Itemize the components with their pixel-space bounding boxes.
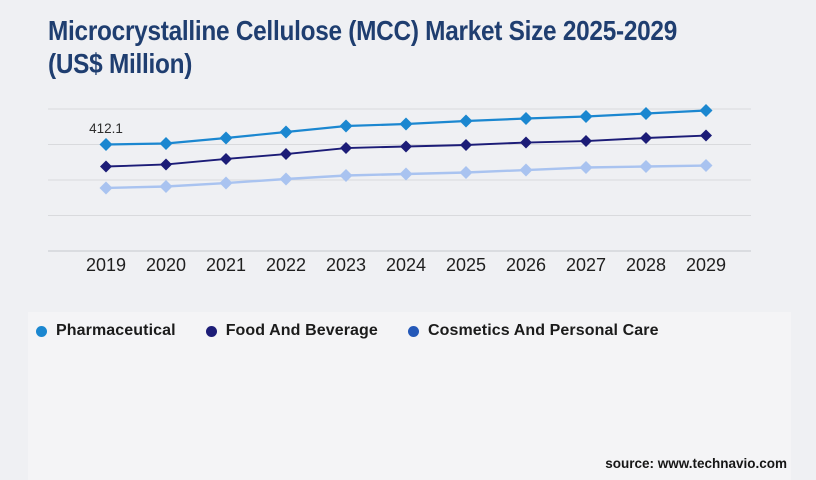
x-tick-label: 2020 [146, 255, 186, 275]
x-tick-label: 2029 [686, 255, 726, 275]
legend-dot-icon [36, 325, 47, 337]
content-panel [28, 312, 791, 480]
data-point-cosmetics-and-personal-care-2025[interactable] [459, 166, 473, 180]
data-point-food-and-beverage-2022[interactable] [280, 148, 292, 161]
data-point-cosmetics-and-personal-care-2019[interactable] [99, 181, 113, 195]
data-point-cosmetics-and-personal-care-2021[interactable] [219, 176, 233, 190]
x-tick-label: 2025 [446, 255, 486, 275]
data-point-food-and-beverage-2020[interactable] [160, 158, 172, 171]
data-point-pharmaceutical-2025[interactable] [459, 114, 473, 128]
data-point-pharmaceutical-2029[interactable] [699, 103, 713, 117]
legend-item-pharmaceutical[interactable]: Pharmaceutical [36, 322, 176, 340]
x-tick-label: 2028 [626, 255, 666, 275]
source-attribution: source: www.technavio.com [605, 456, 787, 471]
data-point-food-and-beverage-2019[interactable] [100, 160, 112, 173]
data-point-pharmaceutical-2026[interactable] [519, 112, 533, 126]
legend-dot-icon [205, 325, 217, 337]
chart-title-line: Microcrystalline Cellulose (MCC) Market … [48, 15, 677, 46]
data-point-cosmetics-and-personal-care-2026[interactable] [519, 163, 533, 177]
x-tick-label: 2019 [86, 255, 126, 275]
data-point-cosmetics-and-personal-care-2027[interactable] [579, 161, 593, 175]
data-point-cosmetics-and-personal-care-2022[interactable] [279, 172, 293, 186]
data-point-food-and-beverage-2023[interactable] [340, 142, 352, 155]
chart-legend: Pharmaceutical Food And Beverage Cosmetics… [36, 322, 659, 340]
legend-item-cosmetics-and-personal-care[interactable]: Cosmetics And Personal Care [407, 322, 659, 340]
legend-label: Cosmetics And Personal Care [427, 322, 659, 339]
data-point-pharmaceutical-2022[interactable] [279, 125, 293, 139]
data-point-pharmaceutical-2023[interactable] [339, 119, 353, 133]
data-point-food-and-beverage-2025[interactable] [460, 138, 472, 151]
data-point-cosmetics-and-personal-care-2024[interactable] [399, 167, 413, 181]
data-point-cosmetics-and-personal-care-2028[interactable] [639, 160, 653, 174]
chart-title: Microcrystalline Cellulose (MCC) Market … [48, 14, 761, 80]
data-point-food-and-beverage-2027[interactable] [580, 135, 592, 148]
data-point-food-and-beverage-2028[interactable] [640, 132, 652, 145]
data-point-pharmaceutical-2019[interactable] [99, 138, 113, 151]
legend-label: Food And Beverage [225, 322, 378, 339]
data-point-cosmetics-and-personal-care-2023[interactable] [339, 168, 353, 182]
data-point-pharmaceutical-2024[interactable] [399, 117, 413, 131]
legend-dot-icon [407, 325, 419, 337]
x-tick-label: 2024 [386, 255, 426, 275]
x-tick-label: 2022 [266, 255, 306, 275]
data-point-pharmaceutical-2027[interactable] [579, 109, 593, 123]
legend-item-food-and-beverage[interactable]: Food And Beverage [205, 322, 378, 340]
data-point-pharmaceutical-2021[interactable] [219, 131, 233, 145]
legend-label: Pharmaceutical [56, 322, 176, 339]
data-point-food-and-beverage-2021[interactable] [220, 152, 232, 165]
data-point-food-and-beverage-2026[interactable] [520, 136, 532, 149]
data-point-food-and-beverage-2024[interactable] [400, 140, 412, 153]
x-tick-label: 2023 [326, 255, 366, 275]
chart-title-line: (US$ Million) [48, 48, 193, 79]
data-point-food-and-beverage-2029[interactable] [700, 129, 712, 142]
x-tick-label: 2021 [206, 255, 246, 275]
data-point-pharmaceutical-2020[interactable] [159, 137, 173, 151]
first-point-data-label: 412.1 [89, 121, 123, 136]
data-point-cosmetics-and-personal-care-2020[interactable] [159, 179, 173, 193]
data-point-cosmetics-and-personal-care-2029[interactable] [699, 159, 713, 173]
x-tick-label: 2027 [566, 255, 606, 275]
data-point-pharmaceutical-2028[interactable] [639, 107, 653, 121]
x-tick-label: 2026 [506, 255, 546, 275]
